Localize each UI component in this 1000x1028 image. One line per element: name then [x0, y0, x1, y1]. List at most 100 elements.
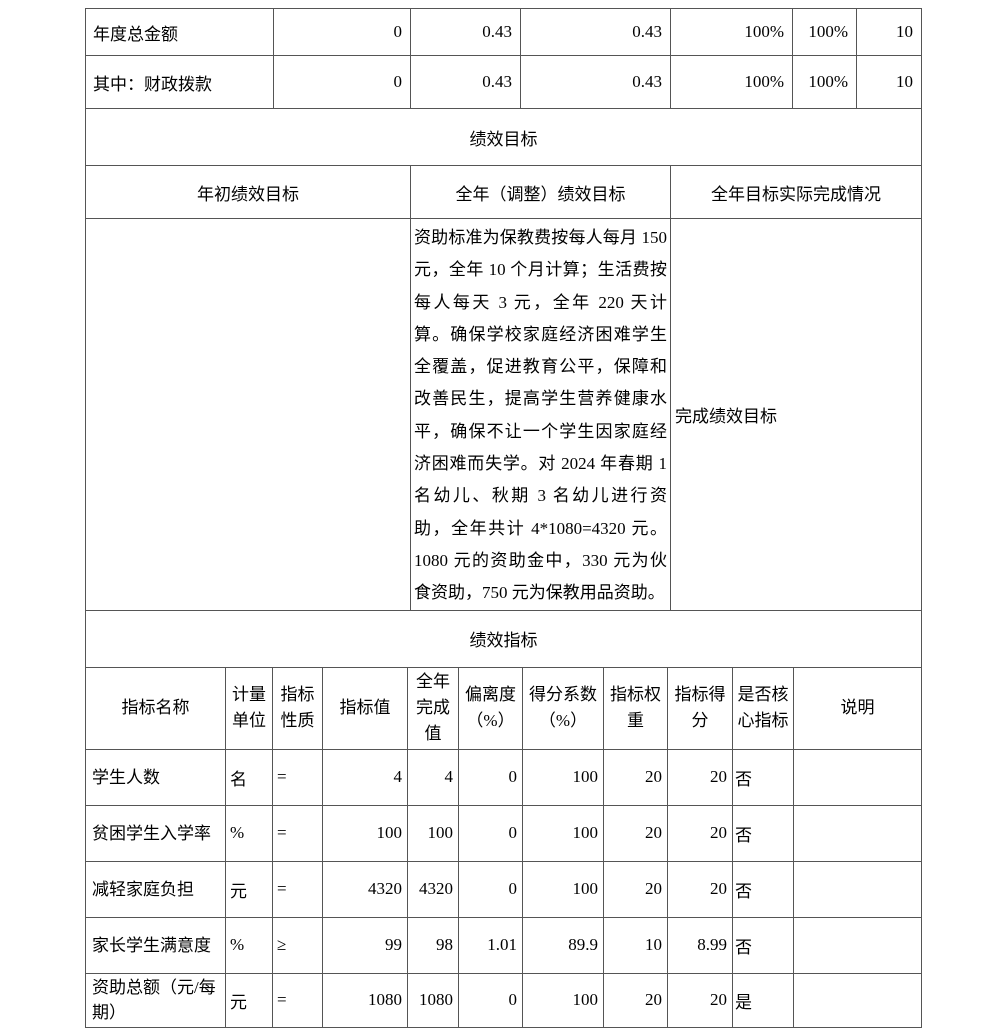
indicator-completed: 98: [407, 916, 459, 974]
indicator-note: [792, 860, 923, 918]
indicator-unit: %: [225, 804, 273, 862]
fiscal-appropriation-value-0: 0: [273, 55, 411, 109]
indicator-name: 资助总额（元/每期）: [85, 972, 226, 1028]
indicator-is-core: 否: [732, 916, 794, 974]
fiscal-appropriation-value-5: 10: [856, 55, 922, 109]
indicator-completed: 4: [407, 748, 459, 806]
table-row: 减轻家庭负担 元 = 4320 4320 0 100 20 20 否: [85, 860, 923, 918]
performance-goals-table: 绩效目标 年初绩效目标 全年（调整）绩效目标 全年目标实际完成情况 资助标准为保…: [85, 108, 922, 611]
col-header-score-coefficient: 得分系数（%）: [522, 666, 604, 750]
indicator-name: 贫困学生入学率: [85, 804, 226, 862]
col-header-score: 指标得分: [667, 666, 733, 750]
col-header-indicator-name: 指标名称: [85, 666, 226, 750]
indicator-deviation: 0: [458, 972, 523, 1028]
annual-total-value-0: 0: [273, 8, 411, 56]
col-header-note: 说明: [792, 666, 923, 750]
indicator-is-core: 否: [732, 804, 794, 862]
indicator-score: 20: [667, 860, 733, 918]
table-row: 其中：财政拨款 0 0.43 0.43 100% 100% 10: [85, 55, 922, 109]
indicator-weight: 20: [603, 972, 668, 1028]
table-row: 绩效指标: [84, 609, 923, 668]
indicator-unit: 元: [225, 972, 273, 1028]
indicators-section-title: 绩效指标: [84, 609, 923, 668]
indicator-nature: =: [272, 972, 323, 1028]
indicator-completed: 100: [407, 804, 459, 862]
indicator-target: 100: [322, 804, 408, 862]
indicator-note: [792, 916, 923, 974]
indicator-score-coefficient: 89.9: [522, 916, 604, 974]
indicator-score-coefficient: 100: [522, 804, 604, 862]
indicator-unit: 元: [225, 860, 273, 918]
table-row: 学生人数 名 = 4 4 0 100 20 20 否: [85, 748, 923, 806]
actual-completion-cell: 完成绩效目标: [670, 218, 922, 611]
indicator-note: [792, 748, 923, 806]
indicator-is-core: 是: [732, 972, 794, 1028]
indicator-weight: 20: [603, 748, 668, 806]
indicator-target: 99: [322, 916, 408, 974]
annual-total-label: 年度总金额: [85, 8, 274, 56]
indicator-deviation: 0: [458, 748, 523, 806]
indicator-weight: 20: [603, 860, 668, 918]
indicator-deviation: 0: [458, 804, 523, 862]
fiscal-appropriation-value-2: 0.43: [520, 55, 671, 109]
indicator-is-core: 否: [732, 860, 794, 918]
annual-total-value-2: 0.43: [520, 8, 671, 56]
indicator-target: 4320: [322, 860, 408, 918]
goals-section-title: 绩效目标: [85, 108, 922, 166]
annual-total-value-4: 100%: [792, 8, 857, 56]
indicator-target: 4: [322, 748, 408, 806]
fiscal-appropriation-label: 其中：财政拨款: [85, 55, 274, 109]
indicator-completed: 1080: [407, 972, 459, 1028]
table-row: 年初绩效目标 全年（调整）绩效目标 全年目标实际完成情况: [85, 165, 922, 219]
indicator-is-core: 否: [732, 748, 794, 806]
table-row: 家长学生满意度 % ≥ 99 98 1.01 89.9 10 8.99 否: [85, 916, 923, 974]
col-header-completed-value: 全年完成值: [407, 666, 459, 750]
col-header-is-core: 是否核心指标: [732, 666, 794, 750]
table-row: 指标名称 计量单位 指标性质 指标值 全年完成值 偏离度（%） 得分系数（%） …: [85, 666, 923, 750]
indicator-unit: 名: [225, 748, 273, 806]
indicator-score-coefficient: 100: [522, 748, 604, 806]
fiscal-appropriation-value-1: 0.43: [410, 55, 521, 109]
annual-total-value-5: 10: [856, 8, 922, 56]
fiscal-appropriation-value-3: 100%: [670, 55, 793, 109]
goals-header-year-start: 年初绩效目标: [85, 165, 411, 219]
table-row: 资助标准为保教费按每人每月 150 元，全年 10 个月计算；生活费按每人每天 …: [85, 218, 922, 611]
col-header-weight: 指标权重: [603, 666, 668, 750]
indicator-nature: =: [272, 748, 323, 806]
goals-header-adjusted: 全年（调整）绩效目标: [410, 165, 671, 219]
indicator-unit: %: [225, 916, 273, 974]
col-header-nature: 指标性质: [272, 666, 323, 750]
table-row: 资助总额（元/每期） 元 = 1080 1080 0 100 20 20 是: [85, 972, 923, 1028]
annual-total-value-1: 0.43: [410, 8, 521, 56]
indicator-name: 减轻家庭负担: [85, 860, 226, 918]
indicator-deviation: 0: [458, 860, 523, 918]
indicator-target: 1080: [322, 972, 408, 1028]
table-row: 年度总金额 0 0.43 0.43 100% 100% 10: [85, 8, 922, 56]
indicator-score: 20: [667, 748, 733, 806]
indicator-weight: 10: [603, 916, 668, 974]
indicator-note: [792, 972, 923, 1028]
indicator-score-coefficient: 100: [522, 860, 604, 918]
indicator-score-coefficient: 100: [522, 972, 604, 1028]
annual-total-value-3: 100%: [670, 8, 793, 56]
indicator-score: 20: [667, 804, 733, 862]
indicator-nature: ≥: [272, 916, 323, 974]
indicator-name: 家长学生满意度: [85, 916, 226, 974]
adjusted-goal-cell: 资助标准为保教费按每人每月 150 元，全年 10 个月计算；生活费按每人每天 …: [410, 218, 671, 611]
col-header-unit: 计量单位: [225, 666, 273, 750]
indicator-deviation: 1.01: [458, 916, 523, 974]
indicator-nature: =: [272, 804, 323, 862]
indicator-name: 学生人数: [85, 748, 226, 806]
col-header-deviation: 偏离度（%）: [458, 666, 523, 750]
goals-header-actual: 全年目标实际完成情况: [670, 165, 922, 219]
indicator-score: 20: [667, 972, 733, 1028]
col-header-target-value: 指标值: [322, 666, 408, 750]
performance-report-page: 年度总金额 0 0.43 0.43 100% 100% 10 其中：财政拨款 0…: [84, 8, 923, 1028]
performance-indicators-table: 绩效指标 指标名称 计量单位 指标性质 指标值 全年完成值 偏离度（%） 得分系…: [84, 609, 923, 1028]
indicator-score: 8.99: [667, 916, 733, 974]
fiscal-appropriation-value-4: 100%: [792, 55, 857, 109]
indicator-completed: 4320: [407, 860, 459, 918]
annual-amount-table: 年度总金额 0 0.43 0.43 100% 100% 10 其中：财政拨款 0…: [85, 8, 922, 109]
year-start-goal-cell: [85, 218, 411, 611]
table-row: 绩效目标: [85, 108, 922, 166]
